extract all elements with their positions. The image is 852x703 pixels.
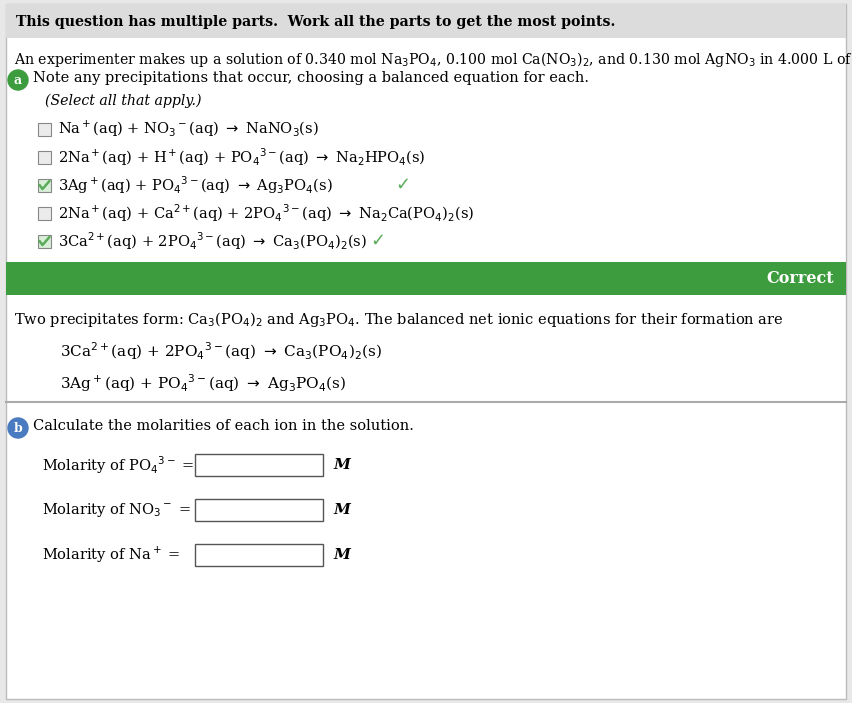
Text: Calculate the molarities of each ion in the solution.: Calculate the molarities of each ion in …	[33, 419, 414, 433]
FancyBboxPatch shape	[6, 262, 846, 295]
Circle shape	[8, 418, 28, 438]
Text: Na$^+$(aq) + NO$_3$$^-$(aq) $\rightarrow$ NaNO$_3$(s): Na$^+$(aq) + NO$_3$$^-$(aq) $\rightarrow…	[58, 119, 319, 139]
Text: M: M	[333, 458, 350, 472]
Text: M: M	[333, 548, 350, 562]
Text: Correct: Correct	[767, 270, 834, 287]
Text: Note any precipitations that occur, choosing a balanced equation for each.: Note any precipitations that occur, choo…	[33, 71, 589, 85]
Text: 3Ag$^+$(aq) + PO$_4$$^{3-}$(aq) $\rightarrow$ Ag$_3$PO$_4$(s): 3Ag$^+$(aq) + PO$_4$$^{3-}$(aq) $\righta…	[60, 372, 346, 394]
Text: 3Ca$^{2+}$(aq) + 2PO$_4$$^{3-}$(aq) $\rightarrow$ Ca$_3$(PO$_4$)$_2$(s): 3Ca$^{2+}$(aq) + 2PO$_4$$^{3-}$(aq) $\ri…	[58, 230, 367, 252]
FancyBboxPatch shape	[6, 4, 846, 38]
Text: M: M	[333, 503, 350, 517]
Text: 2Na$^+$(aq) + Ca$^{2+}$(aq) + 2PO$_4$$^{3-}$(aq) $\rightarrow$ Na$_2$Ca(PO$_4$)$: 2Na$^+$(aq) + Ca$^{2+}$(aq) + 2PO$_4$$^{…	[58, 202, 475, 224]
Text: Molarity of PO$_4$$^{3-}$ =: Molarity of PO$_4$$^{3-}$ =	[42, 454, 194, 476]
FancyBboxPatch shape	[195, 499, 323, 521]
FancyBboxPatch shape	[6, 4, 846, 699]
Text: 3Ca$^{2+}$(aq) + 2PO$_4$$^{3-}$(aq) $\rightarrow$ Ca$_3$(PO$_4$)$_2$(s): 3Ca$^{2+}$(aq) + 2PO$_4$$^{3-}$(aq) $\ri…	[60, 340, 382, 362]
FancyBboxPatch shape	[38, 123, 51, 136]
Text: a: a	[14, 74, 22, 86]
Text: b: b	[14, 422, 22, 434]
FancyBboxPatch shape	[195, 454, 323, 476]
Text: 3Ag$^+$(aq) + PO$_4$$^{3-}$(aq) $\rightarrow$ Ag$_3$PO$_4$(s): 3Ag$^+$(aq) + PO$_4$$^{3-}$(aq) $\righta…	[58, 174, 332, 196]
FancyBboxPatch shape	[38, 151, 51, 164]
Text: ✓: ✓	[370, 232, 385, 250]
FancyBboxPatch shape	[38, 179, 51, 192]
Circle shape	[8, 70, 28, 90]
Text: (Select all that apply.): (Select all that apply.)	[45, 94, 202, 108]
FancyBboxPatch shape	[38, 235, 51, 248]
Text: Molarity of Na$^+$ =: Molarity of Na$^+$ =	[42, 545, 181, 565]
Text: Two precipitates form: Ca$_3$(PO$_4$)$_2$ and Ag$_3$PO$_4$. The balanced net ion: Two precipitates form: Ca$_3$(PO$_4$)$_2…	[14, 310, 784, 329]
Text: ✓: ✓	[395, 176, 410, 194]
FancyBboxPatch shape	[195, 544, 323, 566]
Text: 2Na$^+$(aq) + H$^+$(aq) + PO$_4$$^{3-}$(aq) $\rightarrow$ Na$_2$HPO$_4$(s): 2Na$^+$(aq) + H$^+$(aq) + PO$_4$$^{3-}$(…	[58, 146, 426, 168]
Text: Molarity of NO$_3$$^-$ =: Molarity of NO$_3$$^-$ =	[42, 501, 191, 519]
Text: This question has multiple parts.  Work all the parts to get the most points.: This question has multiple parts. Work a…	[16, 15, 615, 29]
Text: An experimenter makes up a solution of 0.340 mol Na$_3$PO$_4$, 0.100 mol Ca(NO$_: An experimenter makes up a solution of 0…	[14, 50, 852, 69]
FancyBboxPatch shape	[38, 207, 51, 220]
